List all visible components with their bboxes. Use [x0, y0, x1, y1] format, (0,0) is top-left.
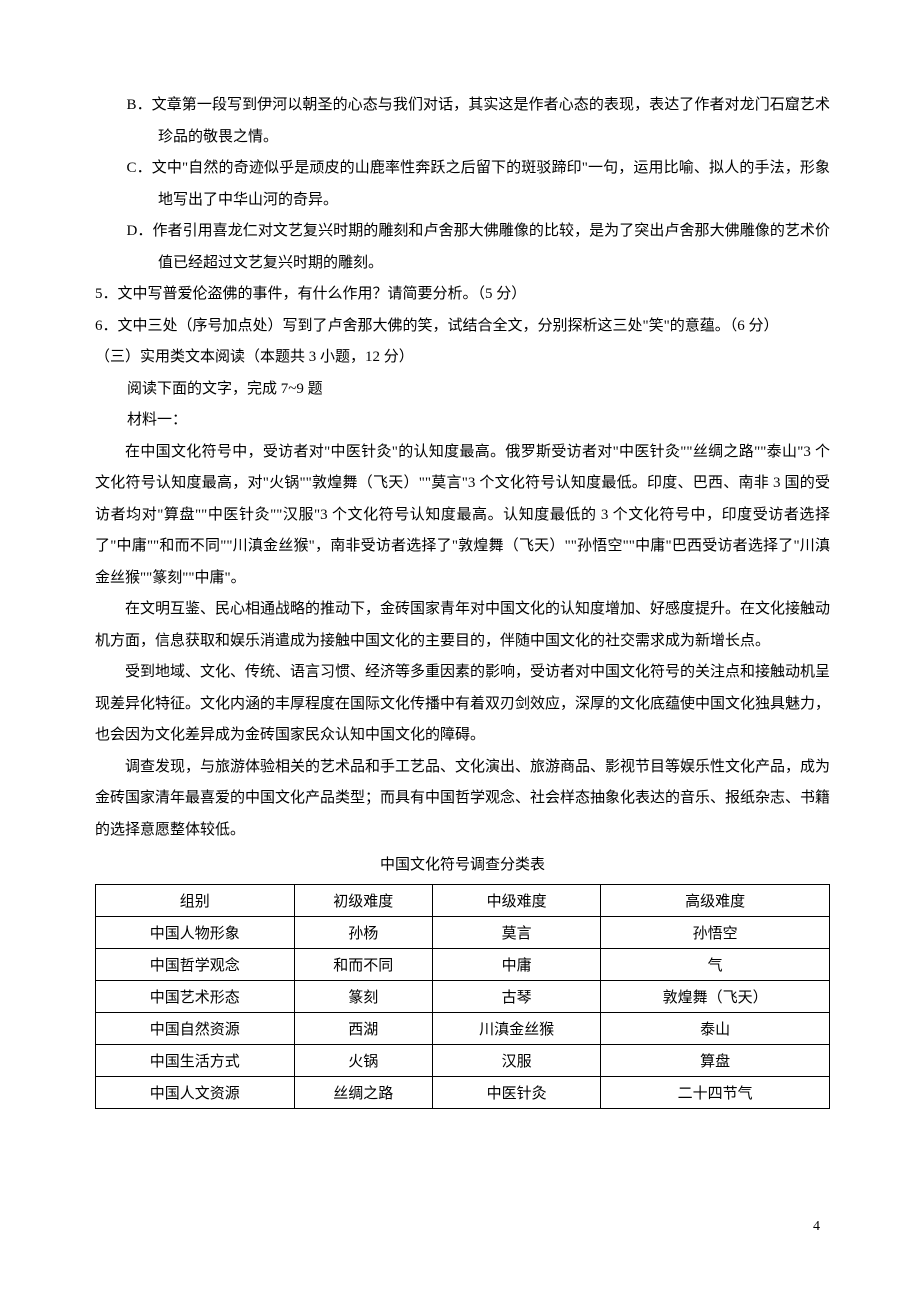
table-cell: 泰山 — [601, 1012, 830, 1044]
table-cell: 西湖 — [294, 1012, 432, 1044]
table-cell: 汉服 — [432, 1044, 600, 1076]
table-cell: 算盘 — [601, 1044, 830, 1076]
table-cell: 和而不同 — [294, 948, 432, 980]
table-cell: 二十四节气 — [601, 1076, 830, 1108]
section-3-heading: （三）实用类文本阅读（本题共 3 小题，12 分） — [95, 342, 830, 374]
table-cell: 古琴 — [432, 980, 600, 1012]
table-row: 中国哲学观念和而不同中庸气 — [96, 948, 830, 980]
table-cell: 中庸 — [432, 948, 600, 980]
table-row: 中国生活方式火锅汉服算盘 — [96, 1044, 830, 1076]
page-number: 4 — [95, 1219, 830, 1235]
th-level-3: 高级难度 — [601, 884, 830, 916]
material-1-p3: 受到地域、文化、传统、语言习惯、经济等多重因素的影响，受访者对中国文化符号的关注… — [95, 657, 830, 752]
table-row: 中国自然资源西湖川滇金丝猴泰山 — [96, 1012, 830, 1044]
material-1-p4: 调查发现，与旅游体验相关的艺术品和手工艺品、文化演出、旅游商品、影视节目等娱乐性… — [95, 752, 830, 847]
table-cell: 丝绸之路 — [294, 1076, 432, 1108]
table-cell: 川滇金丝猴 — [432, 1012, 600, 1044]
table-row: 中国人文资源丝绸之路中医针灸二十四节气 — [96, 1076, 830, 1108]
table-header-row: 组别 初级难度 中级难度 高级难度 — [96, 884, 830, 916]
culture-symbols-table: 组别 初级难度 中级难度 高级难度 中国人物形象孙杨莫言孙悟空中国哲学观念和而不… — [95, 884, 830, 1109]
table-cell: 火锅 — [294, 1044, 432, 1076]
table-cell: 篆刻 — [294, 980, 432, 1012]
table-cell: 中国人文资源 — [96, 1076, 295, 1108]
material-1-p1: 在中国文化符号中，受访者对"中医针灸"的认知度最高。俄罗斯受访者对"中医针灸""… — [95, 437, 830, 595]
th-level-1: 初级难度 — [294, 884, 432, 916]
option-b: B．文章第一段写到伊河以朝圣的心态与我们对话，其实这是作者心态的表现，表达了作者… — [95, 90, 830, 153]
read-prompt: 阅读下面的文字，完成 7~9 题 — [127, 374, 830, 406]
material-1-label: 材料一： — [127, 405, 830, 437]
table-cell: 中国人物形象 — [96, 916, 295, 948]
table-cell: 孙悟空 — [601, 916, 830, 948]
question-5: 5．文中写普爱伦盗佛的事件，有什么作用？请简要分析。（5 分） — [95, 279, 830, 311]
option-d: D．作者引用喜龙仁对文艺复兴时期的雕刻和卢舍那大佛雕像的比较，是为了突出卢舍那大… — [95, 216, 830, 279]
th-level-2: 中级难度 — [432, 884, 600, 916]
table-row: 中国人物形象孙杨莫言孙悟空 — [96, 916, 830, 948]
table-title: 中国文化符号调查分类表 — [95, 850, 830, 882]
material-1-p2: 在文明互鉴、民心相通战略的推动下，金砖国家青年对中国文化的认知度增加、好感度提升… — [95, 594, 830, 657]
question-6: 6．文中三处（序号加点处）写到了卢舍那大佛的笑，试结合全文，分别探析这三处"笑"… — [95, 311, 830, 343]
table-cell: 中国艺术形态 — [96, 980, 295, 1012]
table-cell: 中医针灸 — [432, 1076, 600, 1108]
option-c: C．文中"自然的奇迹似乎是顽皮的山鹿率性奔跃之后留下的斑驳蹄印"一句，运用比喻、… — [95, 153, 830, 216]
th-group: 组别 — [96, 884, 295, 916]
table-cell: 中国哲学观念 — [96, 948, 295, 980]
indented-block: 阅读下面的文字，完成 7~9 题 材料一： — [95, 374, 830, 437]
table-cell: 中国自然资源 — [96, 1012, 295, 1044]
table-cell: 气 — [601, 948, 830, 980]
document-page: B．文章第一段写到伊河以朝圣的心态与我们对话，其实这是作者心态的表现，表达了作者… — [0, 0, 920, 1295]
table-cell: 敦煌舞（飞天） — [601, 980, 830, 1012]
table-cell: 孙杨 — [294, 916, 432, 948]
table-row: 中国艺术形态篆刻古琴敦煌舞（飞天） — [96, 980, 830, 1012]
table-cell: 莫言 — [432, 916, 600, 948]
table-cell: 中国生活方式 — [96, 1044, 295, 1076]
